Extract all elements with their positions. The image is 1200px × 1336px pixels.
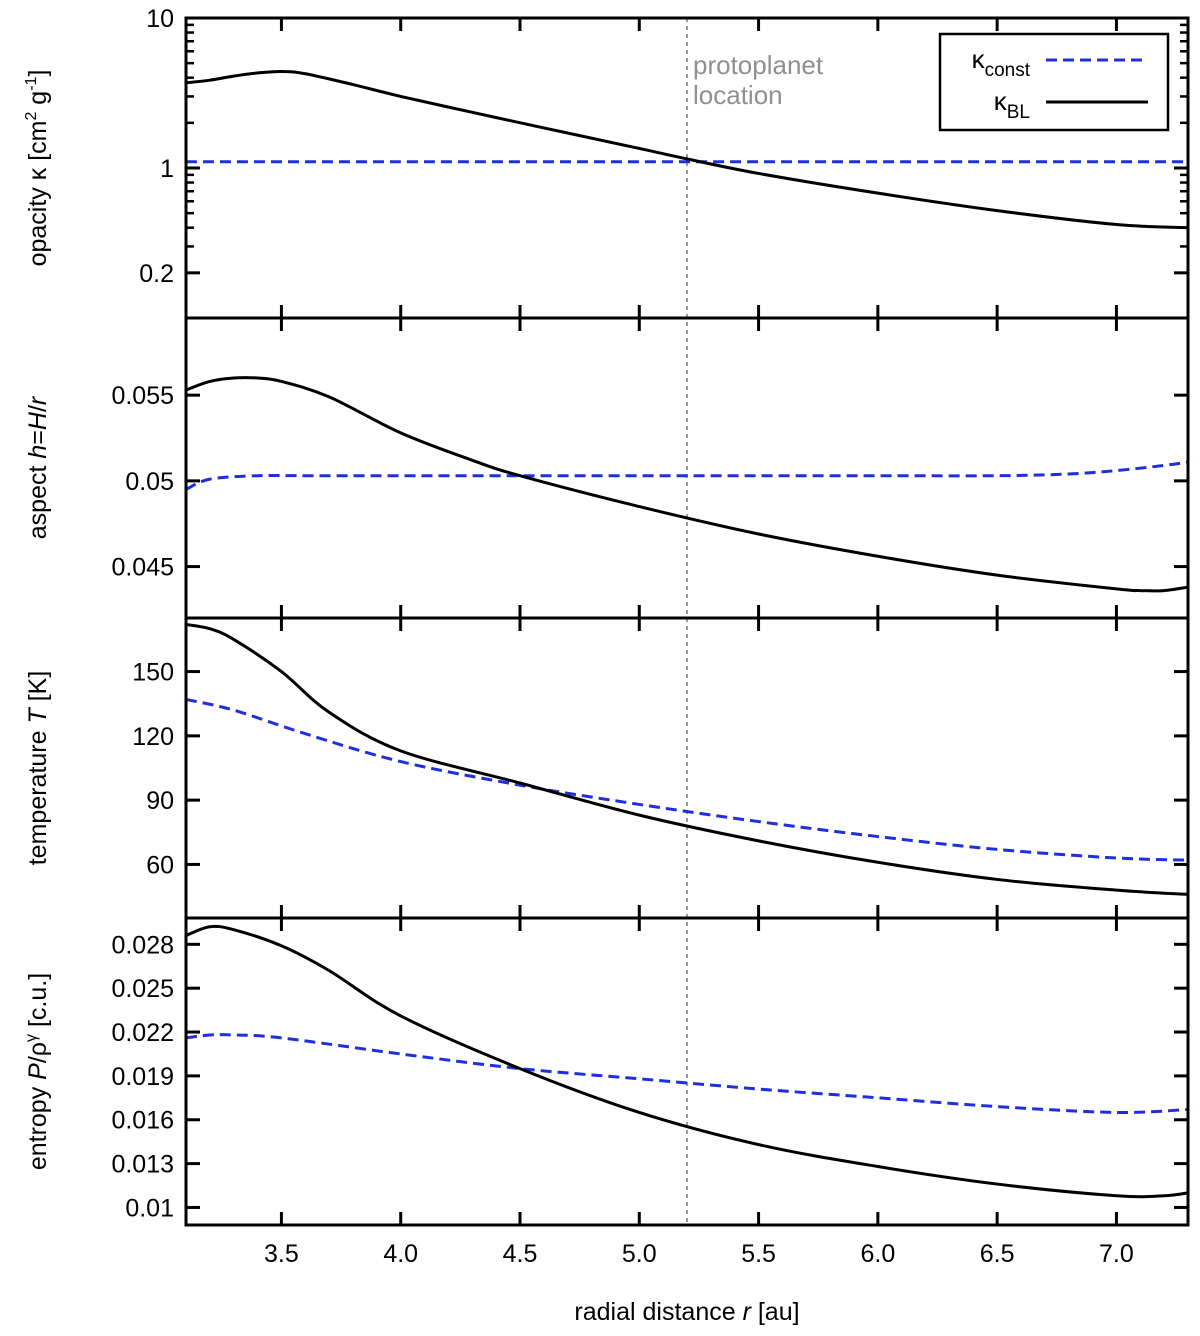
ylabel-text: opacity κ [cm: [24, 121, 52, 267]
opacity-series-kappa-bl-line: [185, 69, 1189, 230]
temperature-ytick-label: 90: [146, 787, 174, 815]
temperature-ytick-label: 150: [132, 659, 174, 687]
ylabel-sup: γ: [23, 1034, 40, 1042]
ylabel-italic: H: [24, 411, 52, 430]
aspect-series-kappa-bl-line: [185, 376, 1189, 593]
ylabel-italic: P: [24, 1063, 52, 1080]
ylabel-text: [K]: [24, 671, 52, 709]
ylabel-italic: T: [24, 707, 52, 724]
temperature-panel-frame: [184, 616, 1190, 920]
entropy-ytick-label: 0.022: [111, 1019, 174, 1047]
xtick-label: 6.5: [980, 1240, 1015, 1268]
xtick-label: 5.5: [741, 1240, 776, 1268]
legend-subscript: const: [985, 60, 1031, 81]
ylabel-text: entropy: [24, 1080, 52, 1170]
opacity-ylabel: opacity κ [cm2 g-1]: [23, 70, 52, 267]
series-layer: [185, 69, 1189, 1199]
temperature-ylabel: temperature T [K]: [24, 671, 52, 866]
xtick-label: 7.0: [1099, 1240, 1134, 1268]
protoplanet-annotation-line-1: protoplanet: [693, 50, 824, 80]
entropy-ytick-label: 0.019: [111, 1063, 174, 1091]
ylabel-italic: h: [24, 445, 52, 459]
aspect-series-kappa-const-line: [185, 460, 1189, 491]
ylabel-text: g: [24, 91, 52, 112]
legend-label-kappa-const: κconst: [972, 44, 1031, 81]
legend-label-kappa-bl: κBL: [994, 86, 1030, 123]
xtick-label: 5.0: [622, 1240, 657, 1268]
ylabel-text: /: [24, 405, 52, 412]
ylabel-text: aspect: [24, 459, 52, 540]
opacity-ytick-label: 0.2: [139, 260, 174, 288]
temperature-ytick-label: 120: [132, 723, 174, 751]
x-axis-label: radial distance r [au]: [574, 1298, 799, 1326]
xtick-label: 4.5: [503, 1240, 538, 1268]
entropy-ytick-label: 0.025: [111, 975, 174, 1003]
ylabel-text: ]: [24, 70, 52, 77]
legend-symbol: κ: [994, 86, 1008, 116]
ylabel-text: [c.u.]: [24, 973, 52, 1034]
entropy-ytick-label: 0.013: [111, 1151, 174, 1179]
xtick-label: 3.5: [264, 1240, 299, 1268]
xlabel-italic: r: [743, 1298, 753, 1326]
ylabel-text: =: [24, 430, 52, 445]
temperature-series-kappa-const-line: [185, 697, 1189, 862]
ylabel-sup: 2: [23, 112, 40, 121]
ylabel-text: /ρ: [24, 1042, 52, 1063]
xtick-label: 4.0: [383, 1240, 418, 1268]
legend-box: [938, 32, 1170, 132]
ylabel-sup: -1: [23, 76, 40, 90]
ylabel-italic: r: [24, 395, 52, 405]
axes-layer: 0.2 1 10 opacity κ [cm2 g-1] 0.045 0.05 0.055 a…: [23, 5, 1190, 1326]
aspect-ytick-label: 0.055: [111, 382, 174, 410]
entropy-ytick-label: 0.016: [111, 1107, 174, 1135]
aspect-ylabel: aspect h=H/r: [24, 395, 52, 539]
legend-subscript: BL: [1007, 102, 1030, 123]
entropy-ytick-label: 0.028: [111, 931, 174, 959]
entropy-ytick-label: 0.01: [125, 1194, 174, 1222]
temperature-ytick-label: 60: [146, 851, 174, 879]
protoplanet-annotation-line-2: location: [693, 80, 783, 110]
xlabel-text: [au]: [751, 1298, 800, 1326]
legend-symbol: κ: [972, 44, 986, 74]
opacity-ytick-label: 10: [146, 5, 174, 33]
aspect-ytick-label: 0.05: [125, 468, 174, 496]
entropy-series-kappa-const-line: [185, 1033, 1189, 1114]
opacity-ytick-label: 1: [160, 155, 174, 183]
xtick-label: 6.0: [860, 1240, 895, 1268]
xlabel-text: radial distance: [574, 1298, 742, 1326]
temperature-series-kappa-bl-line: [185, 622, 1189, 896]
ylabel-text: temperature: [24, 724, 52, 866]
aspect-ytick-label: 0.045: [111, 554, 174, 582]
entropy-panel-frame: [184, 916, 1190, 1227]
entropy-series-kappa-bl-line: [185, 924, 1189, 1199]
entropy-ylabel: entropy P/ργ [c.u.]: [23, 973, 52, 1170]
